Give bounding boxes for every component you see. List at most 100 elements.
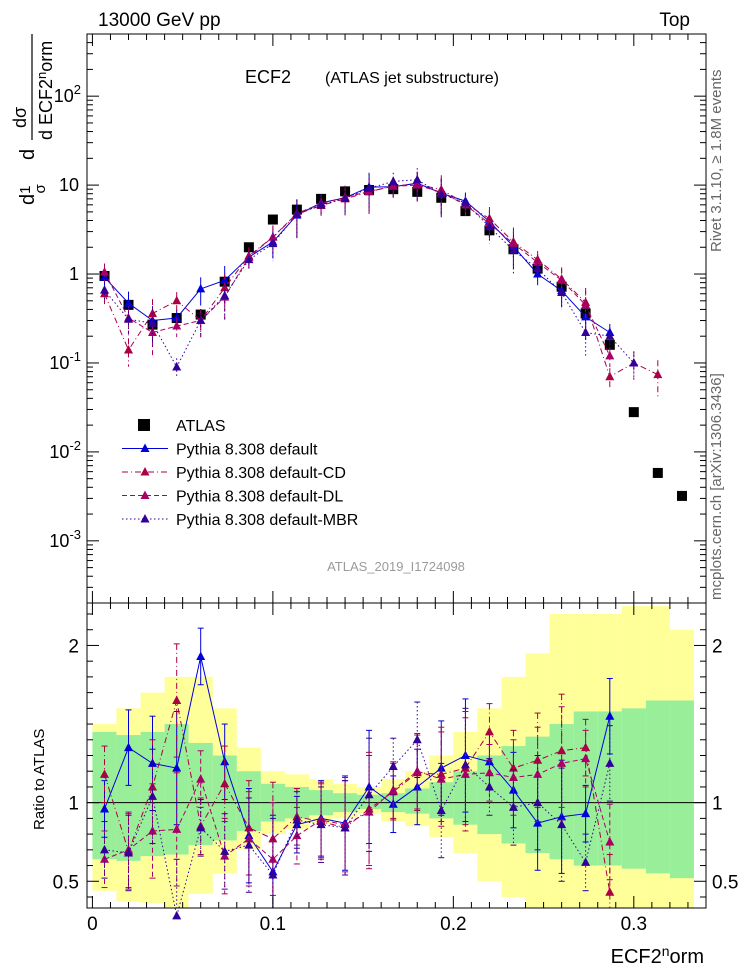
mc-point [533, 263, 543, 273]
mc-point [148, 318, 158, 327]
mc-point [220, 275, 230, 284]
ratio-point [436, 805, 446, 815]
mc-point [292, 209, 302, 218]
ratio-y-tick-label: 1 [68, 794, 79, 815]
mc-point [364, 183, 374, 192]
series-line [104, 182, 611, 333]
svg-text:dσ: dσ [10, 107, 30, 128]
ratio-point [533, 797, 543, 807]
ratio-plot: 0.5 0.5 1 1 2 2 0 0.1 0.2 0.3 [53, 602, 738, 935]
ratio-point [100, 803, 110, 813]
ratio-point [581, 857, 591, 866]
mc-point [124, 344, 134, 354]
y-tick-label: 10-3 [49, 527, 81, 551]
ratio-point [196, 822, 206, 832]
ratio-point [244, 840, 254, 849]
mc-point [268, 238, 278, 248]
ratio-point [557, 819, 567, 829]
ratio-line [104, 758, 611, 860]
legend-label: Pythia 8.308 default-MBR [176, 512, 358, 529]
mc-point [340, 193, 350, 202]
mc-point [557, 287, 567, 296]
ratio-point [508, 802, 518, 811]
mc-point [172, 362, 182, 371]
ratio-line [104, 656, 611, 873]
mc-point [557, 275, 567, 284]
ratio-point [340, 822, 350, 832]
ratio-point [557, 758, 567, 767]
svg-text:d: d [17, 149, 39, 160]
ratio-point [581, 808, 591, 818]
ratio-y-tick-label: 2 [68, 636, 79, 657]
ratio-point [220, 846, 230, 855]
inner-band [645, 700, 670, 874]
x-tick-label: 0 [87, 914, 98, 935]
ratio-point [124, 742, 134, 752]
analysis-watermark: ATLAS_2019_I1724098 [327, 559, 465, 574]
ratio-point [196, 651, 206, 660]
ratio-point [460, 759, 470, 769]
ratio-y-tick-label-right: 2 [712, 636, 723, 657]
inner-band [621, 708, 646, 869]
atlas-point [652, 467, 663, 478]
ratio-point [172, 763, 182, 772]
ratio-point [100, 769, 110, 778]
x-tick-label: 0.3 [621, 914, 647, 935]
ratio-point [605, 836, 615, 846]
mc-point [148, 327, 158, 337]
mc-point [196, 315, 206, 325]
x-tick-label: 0.2 [440, 914, 466, 935]
mc-point [316, 199, 326, 209]
mc-point [436, 189, 446, 198]
ratio-point [196, 774, 206, 783]
ratio-point [220, 851, 230, 860]
y-axis-title: d1σ d dσ d ECF2norm [10, 34, 56, 205]
series-4 [100, 168, 639, 380]
svg-text:d ECF2norm: d ECF2norm [34, 41, 56, 140]
ratio-point [484, 781, 494, 791]
mc-point [196, 283, 206, 293]
y-tick-label: 10-2 [49, 438, 81, 462]
ratio-point [533, 818, 543, 827]
ratio-point [268, 869, 278, 879]
ratio-point [124, 847, 134, 857]
main-distribution-plot: 10-3 10-2 10-1 1 10 102 ATLAS Pythia 8.308 defa… [49, 33, 707, 604]
ratio-point [581, 753, 591, 763]
mc-point [100, 285, 110, 294]
ratio-point [412, 734, 422, 744]
mc-point [605, 350, 615, 360]
y-tick-label: 1 [69, 264, 79, 284]
atlas-point [628, 407, 639, 418]
mc-point [100, 267, 110, 276]
mc-point [605, 331, 615, 340]
ratio-series-3 [100, 701, 615, 920]
legend-label: Pythia 8.308 default [176, 442, 318, 459]
legend-marker [140, 443, 150, 452]
mc-point [629, 357, 639, 367]
ratio-point [605, 887, 615, 896]
legend-label: Pythia 8.308 default-CD [176, 465, 346, 482]
mc-point [172, 295, 182, 305]
plot-subtitle: (ATLAS jet substructure) [325, 70, 499, 87]
atlas-point [676, 490, 687, 501]
mc-point [581, 299, 591, 309]
mc-point [172, 321, 182, 330]
ratio-point [436, 774, 446, 783]
svg-text:d1σ: d1σ [17, 184, 49, 205]
inner-band [669, 700, 694, 879]
ratio-point [533, 769, 543, 778]
mc-point [244, 254, 254, 264]
bottom-frame [86, 602, 707, 909]
ratio-point [172, 910, 182, 920]
ratio-point [388, 761, 398, 771]
mc-point [124, 298, 134, 307]
legend: ATLAS Pythia 8.308 default Pythia 8.308 de… [122, 418, 358, 529]
header-right: Top [659, 10, 690, 31]
y-tick-label: 10-1 [49, 349, 81, 373]
legend-marker [140, 467, 150, 476]
legend-label: ATLAS [176, 418, 226, 435]
legend-marker [140, 490, 150, 499]
ratio-point [316, 819, 326, 829]
ratio-y-tick-label: 0.5 [53, 872, 79, 893]
mc-point [605, 371, 615, 381]
